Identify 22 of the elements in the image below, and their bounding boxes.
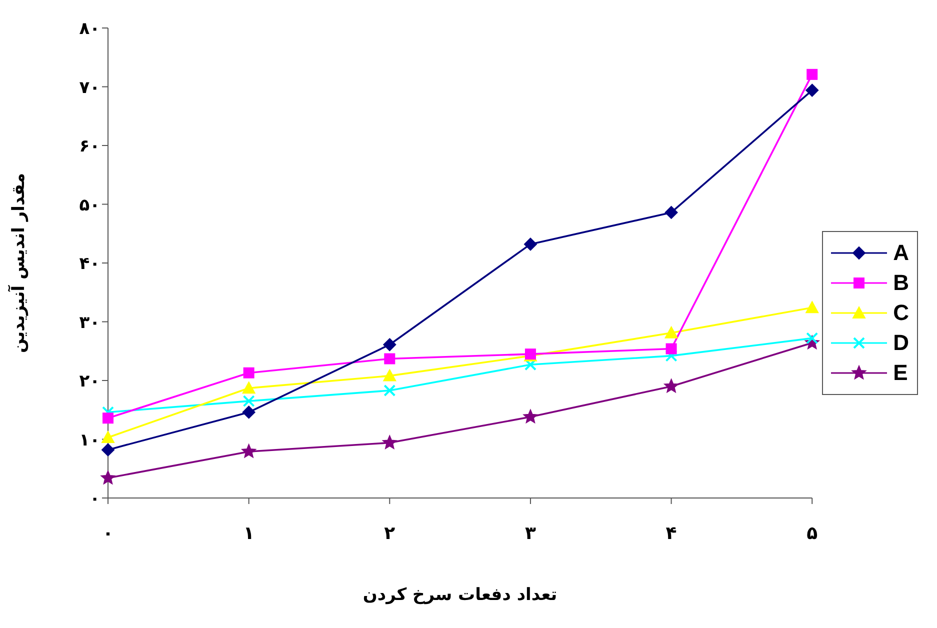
x-tick-label: ۳ — [524, 522, 536, 544]
x-tick-label: ۴ — [666, 522, 677, 544]
legend-label: E — [893, 360, 908, 386]
y-tick-label: ۰ — [90, 489, 100, 510]
x-tick-label: ۰ — [102, 522, 114, 544]
legend-label: D — [893, 330, 909, 356]
x-tick-label: ۲ — [384, 522, 396, 544]
legend-label: A — [893, 240, 909, 266]
y-tick-label: ۱۰ — [79, 430, 100, 450]
y-tick-label: ۵۰ — [79, 195, 100, 216]
y-tick-label: ۲۰ — [79, 372, 100, 392]
x-tick-label: ۱ — [243, 522, 254, 544]
y-tick-label: ۷۰ — [79, 78, 100, 98]
x-axis-title: تعداد دفعات سرخ کردن — [362, 585, 558, 605]
y-tick-label: ۳۰ — [79, 312, 100, 333]
y-tick-label: ۴۰ — [79, 254, 100, 274]
y-axis-title: مقدار اندیس آنیزیدین — [7, 172, 30, 354]
y-tick-label: ۶۰ — [79, 136, 100, 157]
legend-label: B — [893, 270, 909, 296]
legend-label: C — [893, 300, 909, 326]
y-tick-label: ۸۰ — [79, 19, 100, 40]
x-tick-label: ۵ — [806, 522, 818, 544]
